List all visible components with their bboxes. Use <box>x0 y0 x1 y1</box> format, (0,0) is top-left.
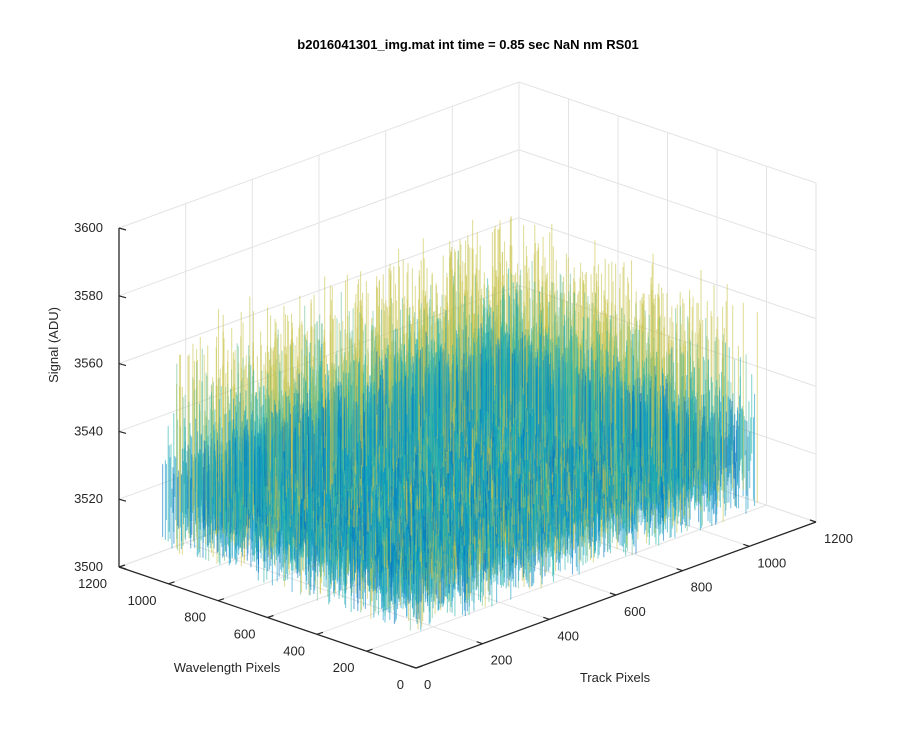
chart-title: b2016041301_img.mat int time = 0.85 sec … <box>297 37 638 52</box>
z-tick-label-4: 3580 <box>74 288 103 303</box>
y-tick-label-4: 800 <box>184 610 206 625</box>
x-tick-label-3: 600 <box>624 604 646 619</box>
z-tick-1 <box>118 498 127 502</box>
x-tick-label-1: 200 <box>491 653 513 668</box>
x-tick-2 <box>543 616 550 620</box>
y-tick-5 <box>168 581 175 585</box>
x-tick-6 <box>809 519 817 523</box>
z-tick-label-2: 3540 <box>74 423 103 438</box>
y-tick-label-3: 600 <box>234 627 256 642</box>
y-tick-label-6: 1200 <box>78 576 107 591</box>
z-axis-label: Signal (ADU) <box>46 307 61 383</box>
x-tick-label-0: 0 <box>424 677 431 692</box>
y-tick-0 <box>415 665 423 669</box>
z-tick-3 <box>118 363 127 367</box>
y-tick-label-1: 200 <box>333 660 355 675</box>
z-tick-0 <box>118 566 127 570</box>
z-tick-label-1: 3520 <box>74 491 103 506</box>
y-axis-label: Wavelength Pixels <box>174 660 281 675</box>
surface-plot <box>162 216 758 631</box>
x-tick-3 <box>609 592 617 596</box>
x-tick-4 <box>676 568 683 572</box>
z-tick-5 <box>118 227 127 231</box>
y-tick-1 <box>366 648 373 652</box>
x-tick-1 <box>476 641 483 645</box>
wall-grid-z-4 <box>118 149 817 297</box>
wall-grid-z-3 <box>118 217 817 365</box>
x-tick-label-5: 1000 <box>757 555 786 570</box>
y-tick-2 <box>316 631 324 635</box>
z-tick-4 <box>118 295 127 299</box>
x-tick-label-2: 400 <box>557 628 579 643</box>
z-tick-label-5: 3600 <box>74 220 103 235</box>
y-tick-4 <box>217 598 225 602</box>
z-tick-label-3: 3560 <box>74 356 103 371</box>
y-tick-label-5: 1000 <box>128 593 157 608</box>
wall-grid-z-5 <box>118 81 817 229</box>
x-tick-label-6: 1200 <box>824 531 853 546</box>
y-tick-3 <box>267 614 274 619</box>
x-tick-5 <box>743 543 750 547</box>
x-tick-label-4: 800 <box>691 580 713 595</box>
floor-grid-y-1 <box>366 504 767 652</box>
y-tick-label-2: 400 <box>283 643 305 658</box>
tick-labels: 0 200 400 600 800 1000 1200 0 200 400 600 800 1000 12… <box>74 220 853 692</box>
y-tick-label-0: 0 <box>397 677 404 692</box>
z-tick-label-0: 3500 <box>74 559 103 574</box>
x-axis-label: Track Pixels <box>580 670 651 685</box>
z-tick-2 <box>118 430 127 434</box>
x-tick-0 <box>409 665 417 669</box>
